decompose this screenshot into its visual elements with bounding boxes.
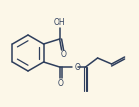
- Text: O: O: [61, 50, 67, 59]
- Text: O: O: [75, 62, 80, 71]
- Text: OH: OH: [54, 18, 65, 27]
- Text: O: O: [58, 79, 64, 88]
